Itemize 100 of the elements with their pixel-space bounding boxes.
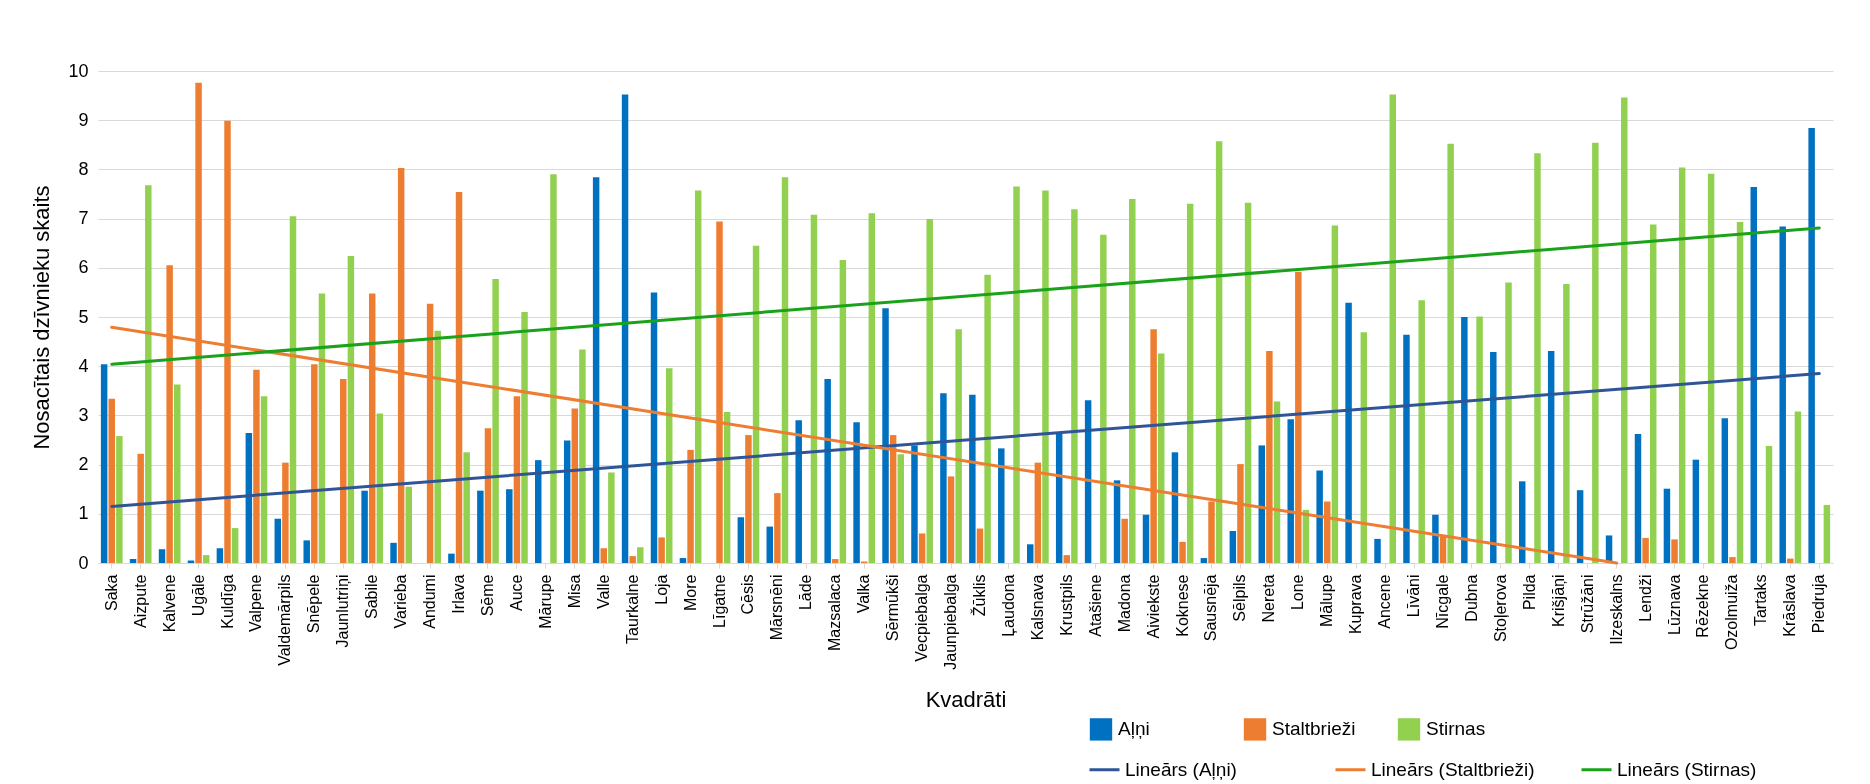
x-tick-label: Rēzekne <box>1694 574 1712 638</box>
bar <box>1794 411 1802 563</box>
x-tick-label: Ļaudona <box>999 574 1017 637</box>
x-tick-label: Ilzeskalns <box>1607 574 1625 645</box>
bar <box>1345 302 1352 563</box>
bar <box>571 408 579 563</box>
bar <box>1671 539 1678 563</box>
bar <box>1200 558 1208 563</box>
bar <box>253 369 260 563</box>
x-tick-label: Strūžāni <box>1578 574 1596 634</box>
bar <box>853 422 860 563</box>
bar <box>108 398 115 563</box>
bar <box>1649 224 1657 563</box>
bar <box>513 396 521 563</box>
x-tick-label: Ozolmuiža <box>1723 574 1741 651</box>
bar <box>550 174 557 563</box>
bar <box>1432 514 1439 563</box>
x-tick-label: Krustpils <box>1057 574 1075 636</box>
bar <box>897 454 904 563</box>
x-tick-label: Valpene <box>247 574 265 633</box>
bar <box>1129 198 1136 563</box>
bar <box>650 292 658 563</box>
x-tick-label: Loja <box>652 574 670 605</box>
x-tick-label: Kuprava <box>1347 574 1365 635</box>
bar <box>1055 433 1063 563</box>
bar <box>1042 190 1049 563</box>
legend-label: Aļņi <box>1118 718 1150 740</box>
bar <box>1490 351 1497 563</box>
bar <box>506 489 513 563</box>
x-tick-label: Irlava <box>450 574 468 614</box>
bar <box>1360 332 1368 563</box>
y-tick-label: 5 <box>78 306 89 327</box>
bar <box>434 330 441 563</box>
bar <box>1113 480 1121 563</box>
bar <box>448 553 455 563</box>
y-tick-label: 2 <box>78 454 89 475</box>
x-tick-label: Ugāle <box>189 574 207 617</box>
legend-label: Staltbrieži <box>1272 718 1356 740</box>
bar <box>245 433 253 563</box>
bar <box>289 216 297 563</box>
x-tick-label: Valka <box>855 574 873 614</box>
x-tick-label: Atašiene <box>1086 574 1104 637</box>
bar <box>1100 234 1107 563</box>
x-tick-label: Stoļerova <box>1491 574 1509 643</box>
x-tick-label: Lāde <box>797 574 815 611</box>
bar <box>969 394 976 563</box>
bar <box>1476 316 1483 563</box>
bar <box>984 274 991 563</box>
y-tick-label: 7 <box>78 208 89 229</box>
bar <box>608 472 615 563</box>
bar <box>477 490 484 563</box>
x-tick-label: Līgatne <box>710 574 728 628</box>
x-tick-label: Vecpiebalga <box>913 574 931 662</box>
x-tick-label: Jaunlutriņi <box>334 574 352 648</box>
bar <box>752 245 760 563</box>
bar <box>868 213 876 563</box>
bar <box>318 293 326 563</box>
x-tick-label: Sēlpils <box>1231 574 1249 622</box>
bar <box>1186 203 1194 563</box>
bar <box>361 490 368 563</box>
x-tick-label: Valdemārpils <box>276 574 294 666</box>
bar <box>174 384 181 563</box>
bar <box>824 378 831 563</box>
bar <box>947 476 955 563</box>
x-tick-label: Lūznava <box>1665 574 1683 635</box>
x-tick-label: Mārsnēni <box>768 574 786 641</box>
bar <box>1071 209 1078 563</box>
bar <box>1721 418 1729 563</box>
bar <box>1750 187 1757 563</box>
x-tick-label: Krāslava <box>1781 574 1799 637</box>
bar <box>347 255 355 563</box>
bar <box>1592 142 1599 563</box>
bar <box>1808 128 1815 563</box>
bar <box>484 428 492 563</box>
y-tick-label: 4 <box>78 355 89 376</box>
bar <box>1258 445 1265 563</box>
bar <box>1621 97 1628 563</box>
x-tick-label: Koknese <box>1173 574 1191 637</box>
bar <box>463 452 470 563</box>
x-tick-label: Nereta <box>1260 574 1278 623</box>
bar <box>1316 470 1323 563</box>
bar <box>1563 284 1570 563</box>
bar <box>282 462 289 563</box>
bar <box>1707 173 1715 563</box>
bar <box>1729 557 1736 563</box>
bar <box>340 378 347 563</box>
x-tick-label: More <box>681 574 699 611</box>
bar <box>1389 94 1396 563</box>
bar <box>116 436 123 563</box>
bar <box>1013 186 1020 563</box>
x-tick-label: Mārupe <box>536 574 554 629</box>
x-tick-label: Auce <box>507 574 525 611</box>
bar <box>260 396 268 563</box>
x-tick-label: Saka <box>102 574 120 611</box>
x-tick-label: Lone <box>1289 574 1307 611</box>
bar <box>1157 353 1165 563</box>
bar <box>781 177 789 563</box>
x-tick-label: Andumi <box>421 574 439 629</box>
bar <box>100 364 108 563</box>
bar <box>1287 419 1294 563</box>
